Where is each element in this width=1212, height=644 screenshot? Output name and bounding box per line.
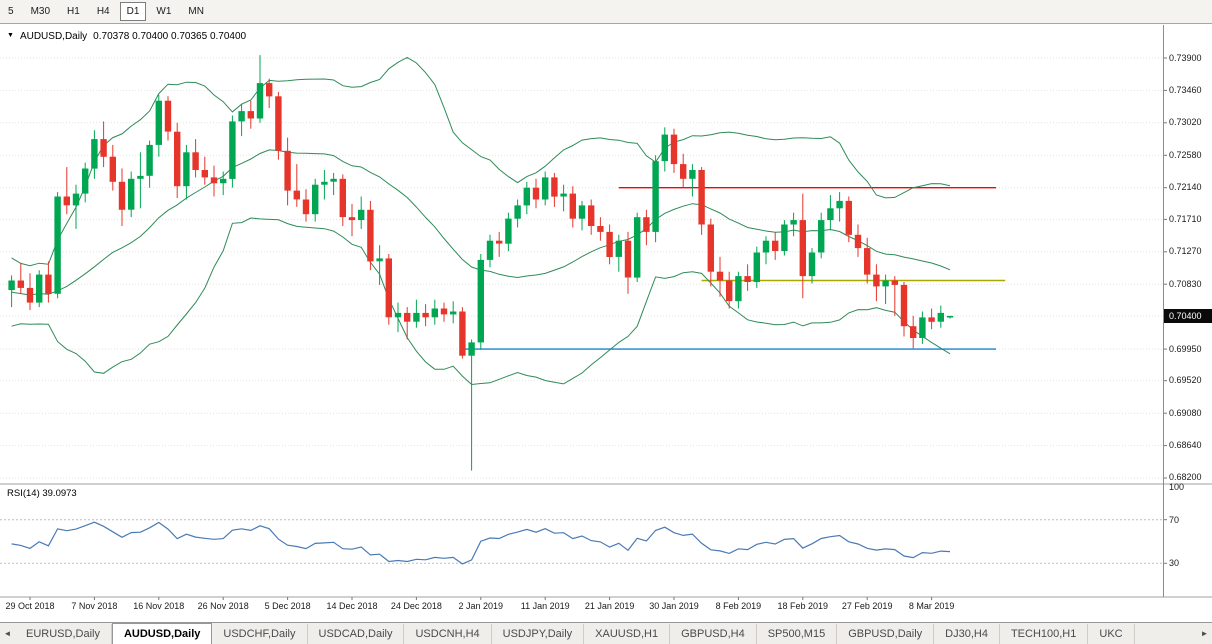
chart-tab-usdcnh-h4[interactable]: USDCNH,H4 xyxy=(404,624,492,644)
chart-symbol-label: AUDUSD,Daily xyxy=(19,31,88,42)
timeframe-button-W1[interactable]: W1 xyxy=(156,6,172,17)
chart-tab-xauusd-h1[interactable]: XAUUSD,H1 xyxy=(584,624,671,644)
price-axis-label: 0.69520 xyxy=(1169,375,1202,386)
chart-tab-gbpusd-daily[interactable]: GBPUSD,Daily xyxy=(837,624,935,644)
chart-title: ▼ AUDUSD,Daily 0.70378 0.70400 0.70365 0… xyxy=(7,31,246,42)
chart-tab-dj30-h4[interactable]: DJ30,H4 xyxy=(934,624,1000,644)
time-axis-label: 7 Nov 2018 xyxy=(71,601,118,611)
rsi-axis-label: 70 xyxy=(1169,514,1180,525)
chart-tab-tech100-h1[interactable]: TECH100,H1 xyxy=(1000,624,1089,644)
chart-tabs-bar: ◄ EURUSD,Daily AUDUSD,Daily USDCHF,Daily US… xyxy=(0,622,1212,644)
time-axis-label: 21 Jan 2019 xyxy=(584,601,635,611)
panel-separators xyxy=(0,25,1212,600)
price-axis-label: 0.68640 xyxy=(1169,440,1202,451)
time-axis-label: 8 Feb 2019 xyxy=(715,601,762,611)
rsi-axis-label: 100 xyxy=(1169,482,1185,492)
price-axis-label: 0.68200 xyxy=(1169,472,1202,483)
time-axis-label: 24 Dec 2018 xyxy=(390,601,442,611)
rsi-levels-layer xyxy=(0,519,1167,564)
bollinger-upper-band xyxy=(11,56,951,267)
price-axis-label: 0.73900 xyxy=(1169,52,1202,63)
time-axis-label: 30 Jan 2019 xyxy=(649,601,699,611)
timeframe-button-D1[interactable]: D1 xyxy=(119,2,147,21)
chart-canvas[interactable]: ▼ AUDUSD,Daily 0.70378 0.70400 0.70365 0… xyxy=(0,25,1212,622)
price-grid-layer xyxy=(0,57,1167,479)
tabs-scroll-right-icon[interactable]: ► xyxy=(1200,629,1209,638)
rsi-line xyxy=(11,521,951,565)
time-axis-label: 27 Feb 2019 xyxy=(841,601,893,611)
time-axis[interactable]: 29 Oct 2018 7 Nov 2018 16 Nov 2018 26 Nov 2… xyxy=(0,599,1212,615)
price-axis-label: 0.71270 xyxy=(1169,246,1202,257)
timeframe-button-H4[interactable]: H4 xyxy=(96,6,110,17)
time-axis-label: 11 Jan 2019 xyxy=(520,601,570,611)
time-axis-label: 16 Nov 2018 xyxy=(133,601,185,611)
price-axis-label: 0.71710 xyxy=(1169,213,1202,224)
time-axis-label: 8 Mar 2019 xyxy=(908,601,955,611)
rsi-axis[interactable]: 100 70 30 xyxy=(1164,475,1212,600)
price-axis-label: 0.69950 xyxy=(1169,343,1202,354)
time-axis-label: 18 Feb 2019 xyxy=(777,601,829,611)
timeframe-button-M30[interactable]: M30 xyxy=(30,6,51,17)
time-axis-label: 2 Jan 2019 xyxy=(458,601,504,611)
bollinger-lower-band xyxy=(11,217,951,386)
chart-tab-eurusd-daily[interactable]: EURUSD,Daily xyxy=(15,624,112,644)
price-axis-label: 0.70830 xyxy=(1169,278,1202,289)
hline-objects-layer xyxy=(462,186,1006,350)
tabs-scroll-region: EURUSD,Daily AUDUSD,Daily USDCHF,Daily USDC… xyxy=(15,623,1197,644)
chart-tab-sp500-m15[interactable]: SP500,M15 xyxy=(757,624,838,644)
price-axis-label: 0.69080 xyxy=(1169,407,1202,418)
candles-layer xyxy=(8,55,954,471)
symbol-dropdown-icon: ▼ xyxy=(7,32,14,39)
chart-tab-gbpusd-h4[interactable]: GBPUSD,H4 xyxy=(670,624,757,644)
price-axis-label: 0.72580 xyxy=(1169,149,1202,160)
chart-tab-ukc[interactable]: UKC xyxy=(1088,624,1135,644)
current-price-badge: 0.70400 xyxy=(1164,308,1212,323)
time-axis-label: 14 Dec 2018 xyxy=(326,601,378,611)
chart-ohlc-values: 0.70378 0.70400 0.70365 0.70400 xyxy=(93,31,247,42)
time-axis-label: 5 Dec 2018 xyxy=(264,601,311,611)
rsi-axis-label: 30 xyxy=(1169,558,1180,569)
chart-tab-audusd-daily[interactable]: AUDUSD,Daily xyxy=(111,623,213,644)
chart-tab-usdchf-daily[interactable]: USDCHF,Daily xyxy=(212,624,308,644)
tabs-scroll-left-icon[interactable]: ◄ xyxy=(3,629,12,638)
chart-tab-usdcad-daily[interactable]: USDCAD,Daily xyxy=(308,624,405,644)
timeframe-button-MN[interactable]: MN xyxy=(188,6,204,17)
price-axis-label: 0.72140 xyxy=(1169,182,1202,193)
rsi-indicator-label: RSI(14) 39.0973 xyxy=(7,488,77,499)
timeframe-button-H1[interactable]: H1 xyxy=(67,6,80,17)
time-axis-label: 29 Oct 2018 xyxy=(5,601,55,611)
price-axis-label: 0.73460 xyxy=(1169,84,1202,95)
time-axis-label: 26 Nov 2018 xyxy=(197,601,249,611)
timeframe-button-5[interactable]: 5 xyxy=(8,6,14,17)
timeframe-toolbar: 5 M30 H1 H4 D1 W1 MN xyxy=(0,0,1212,24)
price-axis-label: 0.73020 xyxy=(1169,117,1202,128)
chart-tab-usdjpy-daily[interactable]: USDJPY,Daily xyxy=(492,624,585,644)
